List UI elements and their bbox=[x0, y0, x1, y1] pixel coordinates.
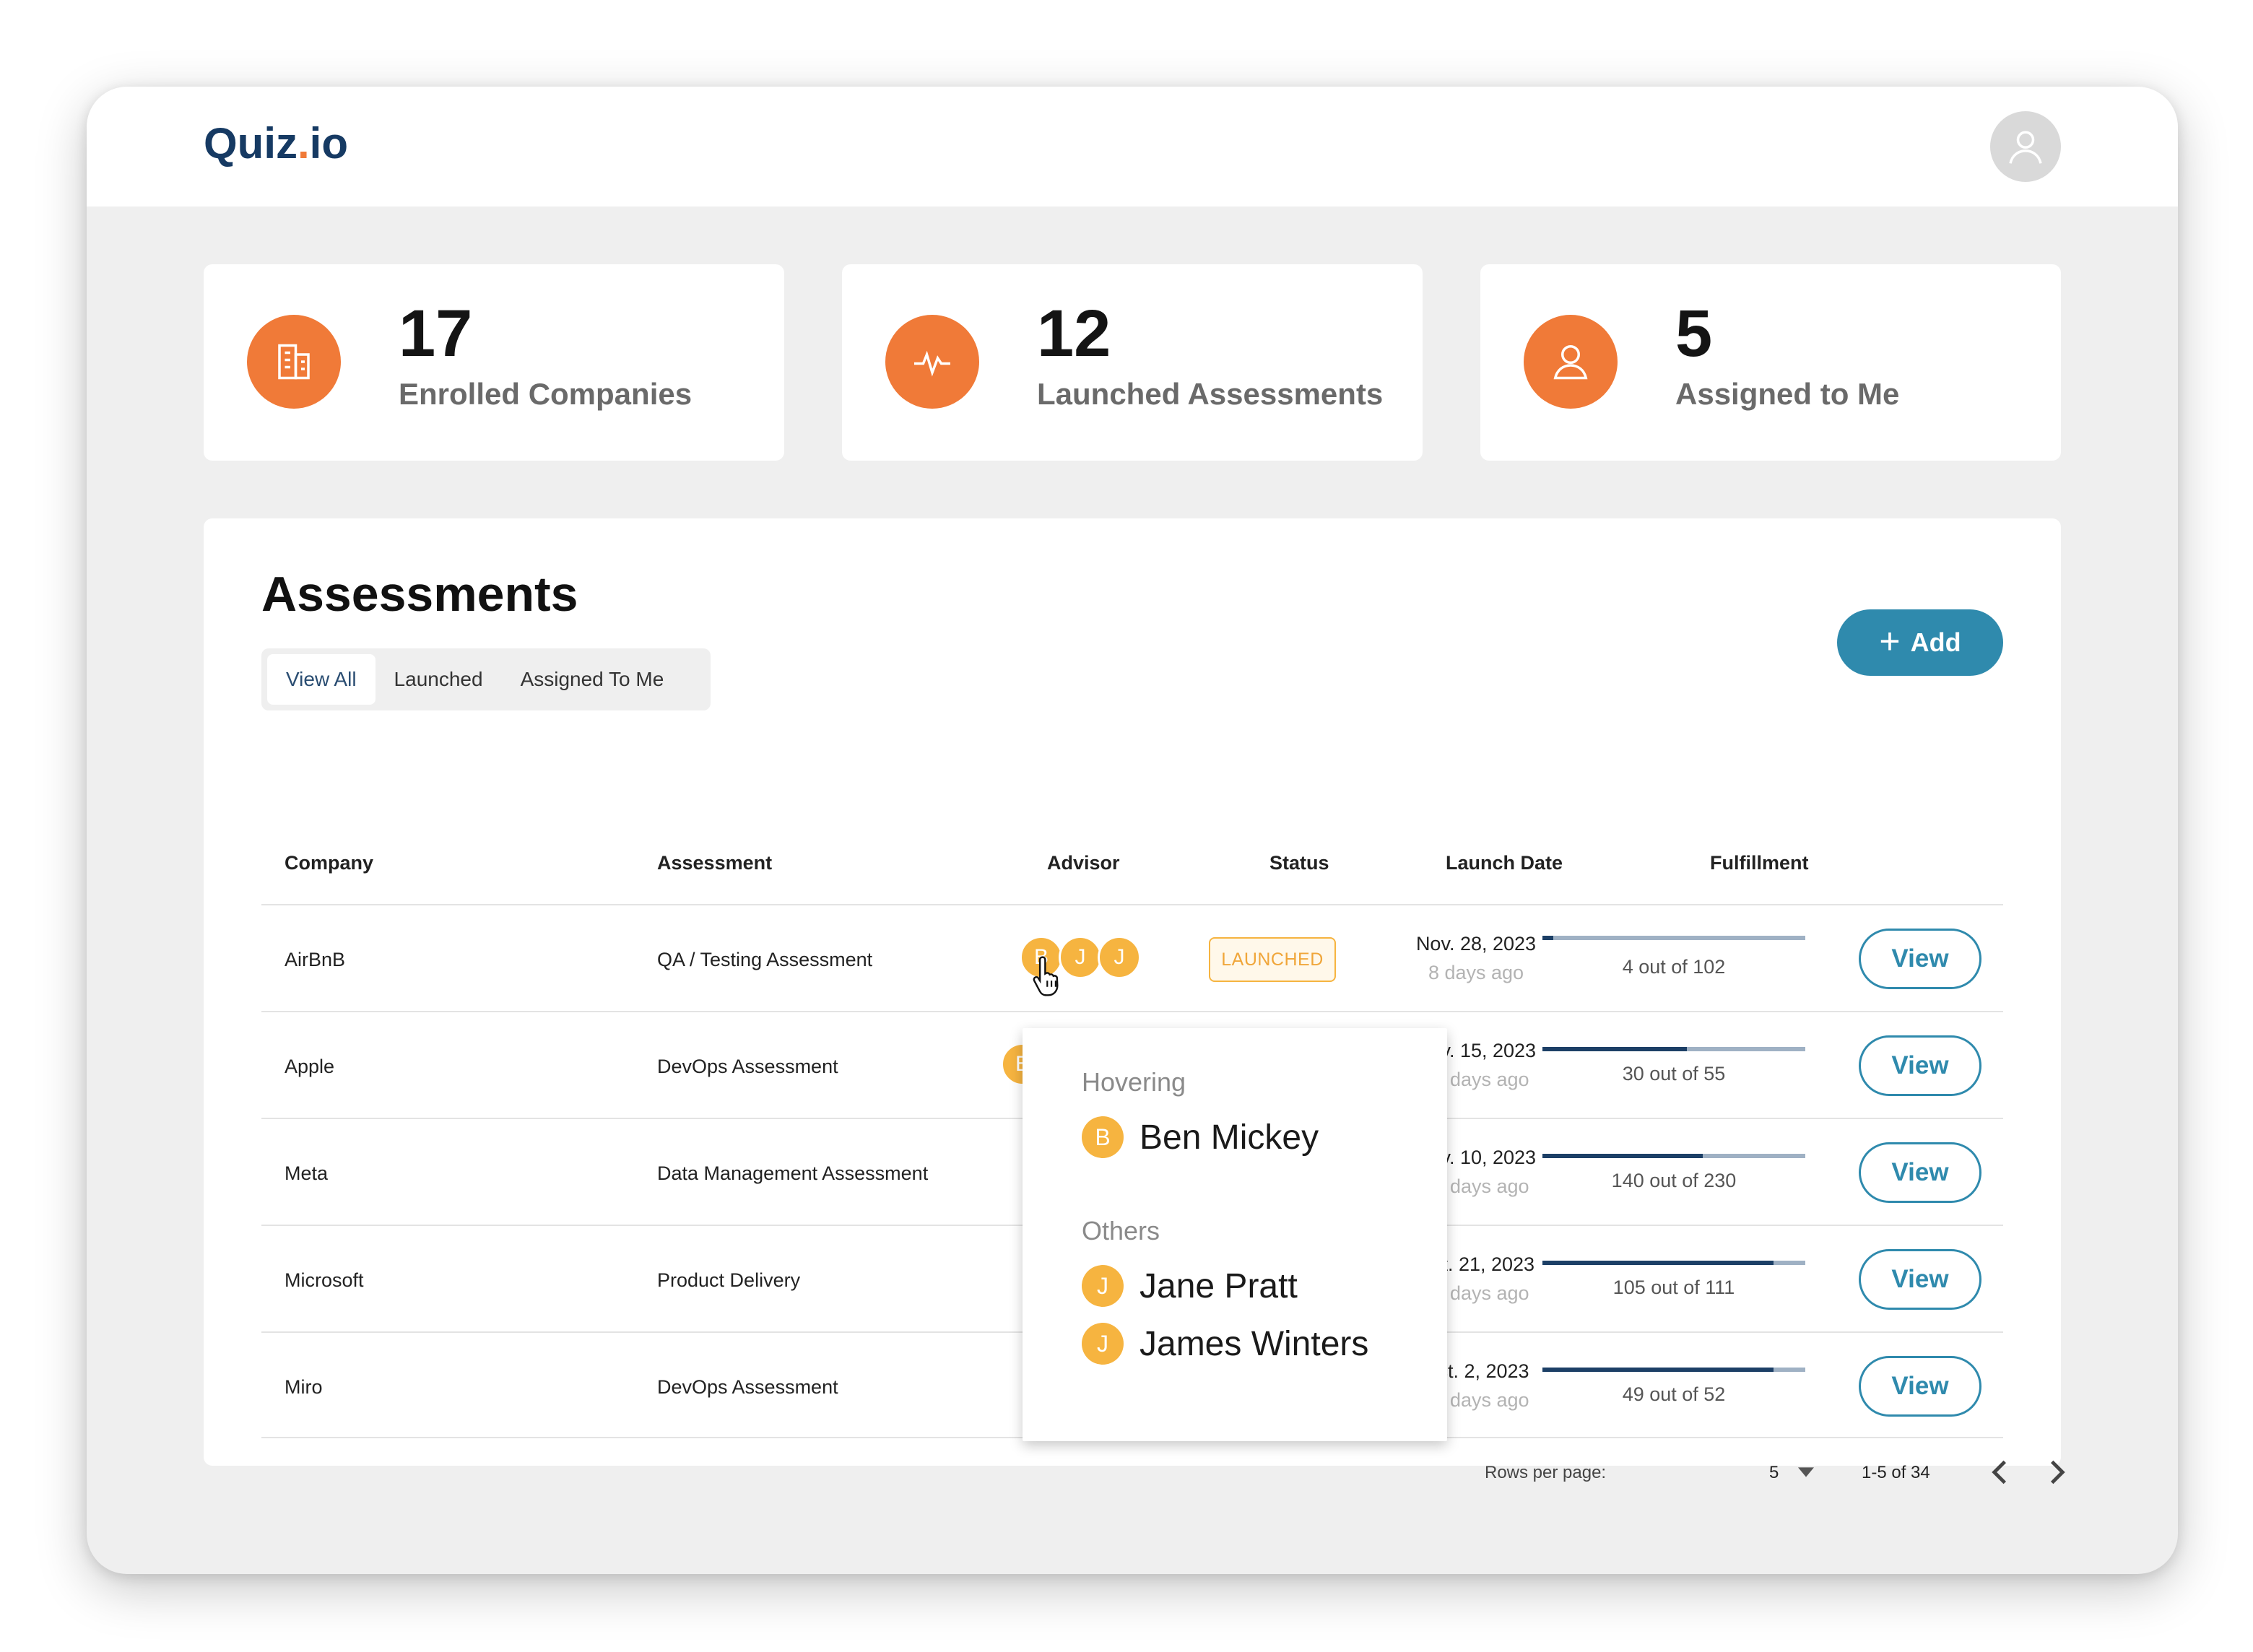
launch-date-relative: 8 days ago bbox=[1428, 962, 1524, 983]
building-icon bbox=[247, 315, 341, 409]
rows-per-page-label: Rows per page: bbox=[1485, 1463, 1607, 1482]
user-avatar[interactable] bbox=[1990, 111, 2061, 182]
assessment-cell: Data Management Assessment bbox=[657, 1162, 929, 1184]
app-window: Quiz.io 17 Enrolled Companies 12 Launche… bbox=[87, 87, 2178, 1574]
user-icon bbox=[2009, 131, 2042, 164]
company-cell: Microsoft bbox=[285, 1269, 364, 1291]
fulfillment-text: 30 out of 55 bbox=[1622, 1063, 1726, 1084]
top-bar: Quiz.io bbox=[87, 87, 2178, 206]
chevron-right-icon[interactable] bbox=[2048, 1460, 2067, 1484]
popover-other-person[interactable]: J James Winters bbox=[1082, 1323, 1368, 1365]
popover-others-heading: Others bbox=[1082, 1216, 1160, 1245]
stat-card-launched-assessments: 12 Launched Assessments bbox=[842, 264, 1423, 461]
popover-other-person[interactable]: J Jane Pratt bbox=[1082, 1265, 1298, 1307]
fulfillment-text: 49 out of 52 bbox=[1622, 1383, 1726, 1405]
fulfillment-bar bbox=[1542, 1368, 1805, 1372]
column-header-launch-date[interactable]: Launch Date bbox=[1446, 852, 1563, 874]
advisor-name: James Winters bbox=[1139, 1324, 1369, 1363]
stat-value: 17 bbox=[399, 297, 473, 370]
popover-hovering-person[interactable]: B Ben Mickey bbox=[1082, 1116, 1319, 1158]
add-button[interactable]: + Add bbox=[1837, 609, 2003, 676]
company-cell: AirBnB bbox=[285, 949, 346, 970]
column-header-status[interactable]: Status bbox=[1269, 852, 1329, 874]
assessment-cell: QA / Testing Assessment bbox=[657, 949, 873, 970]
company-cell: Meta bbox=[285, 1162, 329, 1184]
assessment-cell: DevOps Assessment bbox=[657, 1376, 838, 1398]
stat-card-enrolled-companies: 17 Enrolled Companies bbox=[204, 264, 784, 461]
add-button-label: Add bbox=[1910, 627, 1961, 657]
advisor-name: Ben Mickey bbox=[1139, 1118, 1319, 1157]
advisor-chip: B bbox=[1082, 1116, 1124, 1158]
stat-card-assigned-to-me: 5 Assigned to Me bbox=[1480, 264, 2061, 461]
fulfillment-bar bbox=[1542, 1047, 1805, 1051]
assessment-cell: Product Delivery bbox=[657, 1269, 801, 1291]
fulfillment-text: 105 out of 111 bbox=[1612, 1277, 1735, 1298]
chevron-down-icon bbox=[1798, 1467, 1814, 1477]
view-button[interactable]: View bbox=[1859, 1035, 1981, 1096]
advisor-popover: Hovering B Ben Mickey Others J Jane Prat… bbox=[1023, 1028, 1447, 1441]
advisor-chip: J bbox=[1082, 1265, 1124, 1307]
filter-tabs: View All Launched Assigned To Me bbox=[261, 648, 711, 710]
view-button[interactable]: View bbox=[1859, 929, 1981, 989]
page-title: Assessments bbox=[261, 567, 578, 622]
stat-value: 12 bbox=[1037, 297, 1111, 370]
fulfillment-bar bbox=[1542, 1154, 1805, 1158]
fulfillment-bar bbox=[1542, 1261, 1805, 1265]
rows-per-page-select[interactable]: 5 bbox=[1763, 1457, 1821, 1489]
column-header-assessment[interactable]: Assessment bbox=[657, 852, 773, 874]
tab-view-all[interactable]: View All bbox=[267, 654, 376, 705]
table-row[interactable]: AirBnB QA / Testing Assessment B J J LAU… bbox=[261, 904, 2003, 1011]
column-header-company[interactable]: Company bbox=[285, 852, 374, 874]
stat-label: Launched Assessments bbox=[1037, 377, 1384, 411]
view-button[interactable]: View bbox=[1859, 1356, 1981, 1417]
pagination-range: 1-5 of 34 bbox=[1862, 1463, 1930, 1482]
advisor-name: Jane Pratt bbox=[1139, 1266, 1298, 1305]
tab-launched[interactable]: Launched bbox=[394, 668, 483, 690]
advisor-chip[interactable]: J bbox=[1098, 936, 1141, 979]
company-cell: Miro bbox=[285, 1376, 323, 1398]
fulfillment-bar-fill bbox=[1542, 1154, 1703, 1158]
view-button[interactable]: View bbox=[1859, 1142, 1981, 1203]
tab-assigned-to-me[interactable]: Assigned To Me bbox=[520, 668, 664, 690]
column-header-fulfillment[interactable]: Fulfillment bbox=[1710, 852, 1809, 874]
company-cell: Apple bbox=[285, 1056, 335, 1077]
fulfillment-bar bbox=[1542, 936, 1805, 940]
view-button[interactable]: View bbox=[1859, 1249, 1981, 1310]
rows-per-page-value: 5 bbox=[1769, 1463, 1779, 1482]
user-icon bbox=[1524, 315, 1618, 409]
fulfillment-bar-fill bbox=[1542, 1047, 1688, 1051]
plus-icon: + bbox=[1879, 621, 1901, 661]
popover-hovering-heading: Hovering bbox=[1082, 1067, 1186, 1097]
chevron-left-icon[interactable] bbox=[1990, 1460, 2009, 1484]
stat-label: Enrolled Companies bbox=[399, 377, 693, 411]
status-badge: LAUNCHED bbox=[1209, 937, 1336, 982]
fulfillment-bar-fill bbox=[1542, 936, 1553, 940]
fulfillment-bar-fill bbox=[1542, 1261, 1774, 1265]
advisor-chip: J bbox=[1082, 1323, 1124, 1365]
fulfillment-text: 140 out of 230 bbox=[1611, 1170, 1737, 1191]
pointer-cursor-icon bbox=[1033, 956, 1059, 996]
logo[interactable]: Quiz.io bbox=[204, 119, 348, 168]
assessment-cell: DevOps Assessment bbox=[657, 1056, 838, 1077]
launch-date: Nov. 28, 2023 bbox=[1415, 933, 1537, 955]
stat-label: Assigned to Me bbox=[1675, 377, 1900, 411]
fulfillment-bar-fill bbox=[1542, 1368, 1774, 1372]
fulfillment-text: 4 out of 102 bbox=[1622, 956, 1726, 978]
column-header-advisor[interactable]: Advisor bbox=[1047, 852, 1120, 874]
stat-value: 5 bbox=[1675, 297, 1713, 370]
activity-icon bbox=[885, 315, 979, 409]
